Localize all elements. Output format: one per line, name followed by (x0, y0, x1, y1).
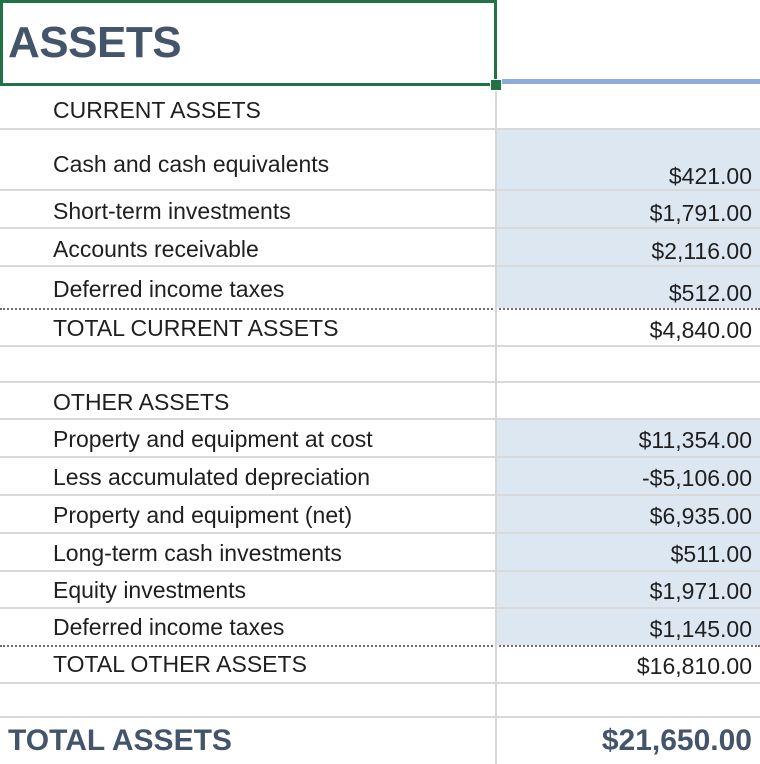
fill-handle[interactable] (490, 79, 502, 91)
total-assets-value: $21,650.00 (601, 724, 752, 757)
value-cell[interactable]: $1,145.00 (497, 609, 760, 645)
row-value: $11,354.00 (638, 427, 752, 453)
table-row[interactable]: Deferred income taxes $1,145.00 (0, 609, 760, 647)
value-cell[interactable]: $2,116.00 (497, 229, 760, 265)
active-cell-selection (0, 0, 497, 86)
current-assets-header-value-cell[interactable] (497, 88, 760, 128)
other-assets-header-cell[interactable]: OTHER ASSETS (0, 383, 495, 418)
label-cell[interactable]: TOTAL ASSETS (0, 718, 495, 764)
row-value: $512.00 (668, 280, 752, 306)
header-underline (497, 79, 760, 84)
total-assets-label: TOTAL ASSETS (8, 724, 232, 757)
table-row[interactable]: Property and equipment at cost $11,354.0… (0, 420, 760, 458)
value-cell[interactable]: $16,810.00 (497, 647, 760, 682)
title-row[interactable]: ASSETS (0, 0, 760, 88)
label-cell[interactable] (0, 684, 495, 716)
other-assets-header-row[interactable]: OTHER ASSETS (0, 383, 760, 420)
label-cell[interactable]: Short-term investments (0, 191, 495, 227)
total-other-assets-row[interactable]: TOTAL OTHER ASSETS $16,810.00 (0, 647, 760, 684)
column-divider (495, 0, 497, 764)
value-cell[interactable] (497, 347, 760, 381)
table-row[interactable]: Property and equipment (net) $6,935.00 (0, 496, 760, 534)
total-other-assets-value: $16,810.00 (636, 653, 752, 679)
label-cell[interactable]: Property and equipment (net) (0, 496, 495, 532)
sheet-title: ASSETS (8, 18, 182, 67)
value-cell[interactable]: $511.00 (497, 534, 760, 570)
row-label: Accounts receivable (53, 236, 259, 262)
current-assets-header-row[interactable]: CURRENT ASSETS (0, 88, 760, 130)
row-label: Equity investments (53, 577, 247, 603)
total-assets-row[interactable]: TOTAL ASSETS $21,650.00 (0, 718, 760, 764)
title-value-cell[interactable] (497, 0, 760, 88)
row-label: Deferred income taxes (53, 276, 285, 302)
row-label: Property and equipment at cost (53, 426, 373, 452)
value-cell[interactable]: $1,791.00 (497, 191, 760, 227)
row-value: $1,791.00 (649, 200, 752, 226)
label-cell[interactable]: Less accumulated depreciation (0, 458, 495, 494)
row-value: $1,145.00 (649, 616, 752, 642)
value-cell[interactable]: $4,840.00 (497, 310, 760, 345)
row-value: $511.00 (670, 541, 752, 567)
value-cell[interactable]: $21,650.00 (497, 718, 760, 764)
current-assets-header: CURRENT ASSETS (53, 97, 261, 123)
row-label: Long-term cash investments (53, 540, 342, 566)
label-cell[interactable]: TOTAL OTHER ASSETS (0, 647, 495, 682)
label-cell[interactable]: Accounts receivable (0, 229, 495, 265)
current-assets-header-cell[interactable]: CURRENT ASSETS (0, 88, 495, 128)
label-cell[interactable]: Long-term cash investments (0, 534, 495, 570)
total-current-assets-row[interactable]: TOTAL CURRENT ASSETS $4,840.00 (0, 310, 760, 347)
other-assets-header: OTHER ASSETS (53, 389, 230, 415)
value-cell[interactable]: $512.00 (497, 267, 760, 308)
table-row[interactable]: Deferred income taxes $512.00 (0, 267, 760, 310)
value-cell[interactable] (497, 383, 760, 418)
row-label: Less accumulated depreciation (53, 464, 371, 490)
row-value: $421.00 (668, 163, 752, 189)
row-value: $1,971.00 (649, 578, 752, 604)
value-cell[interactable]: $11,354.00 (497, 420, 760, 456)
table-row[interactable]: Cash and cash equivalents $421.00 (0, 130, 760, 191)
blank-row[interactable] (0, 684, 760, 718)
total-current-assets-label: TOTAL CURRENT ASSETS (53, 315, 339, 341)
row-value: $6,935.00 (649, 503, 752, 529)
value-cell[interactable]: $6,935.00 (497, 496, 760, 532)
label-cell[interactable]: Equity investments (0, 572, 495, 607)
value-cell[interactable]: $1,971.00 (497, 572, 760, 607)
value-cell[interactable] (497, 684, 760, 716)
row-value: $2,116.00 (651, 238, 752, 264)
label-cell[interactable] (0, 347, 495, 381)
label-cell[interactable]: Deferred income taxes (0, 267, 495, 308)
table-row[interactable]: Short-term investments $1,791.00 (0, 191, 760, 229)
value-cell[interactable]: -$5,106.00 (497, 458, 760, 494)
row-value: -$5,106.00 (642, 465, 752, 491)
table-row[interactable]: Equity investments $1,971.00 (0, 572, 760, 609)
blank-row[interactable] (0, 347, 760, 383)
table-row[interactable]: Less accumulated depreciation -$5,106.00 (0, 458, 760, 496)
row-label: Deferred income taxes (53, 614, 285, 640)
table-row[interactable]: Long-term cash investments $511.00 (0, 534, 760, 572)
total-other-assets-label: TOTAL OTHER ASSETS (53, 651, 307, 677)
label-cell[interactable]: Property and equipment at cost (0, 420, 495, 456)
label-cell[interactable]: Deferred income taxes (0, 609, 495, 645)
row-label: Cash and cash equivalents (53, 151, 330, 177)
total-current-assets-value: $4,840.00 (649, 317, 752, 343)
row-label: Property and equipment (net) (53, 502, 353, 528)
table-row[interactable]: Accounts receivable $2,116.00 (0, 229, 760, 267)
value-cell[interactable]: $421.00 (497, 130, 760, 189)
row-label: Short-term investments (53, 198, 291, 224)
label-cell[interactable]: TOTAL CURRENT ASSETS (0, 310, 495, 345)
title-cell[interactable]: ASSETS (0, 0, 495, 88)
label-cell[interactable]: Cash and cash equivalents (0, 130, 495, 189)
